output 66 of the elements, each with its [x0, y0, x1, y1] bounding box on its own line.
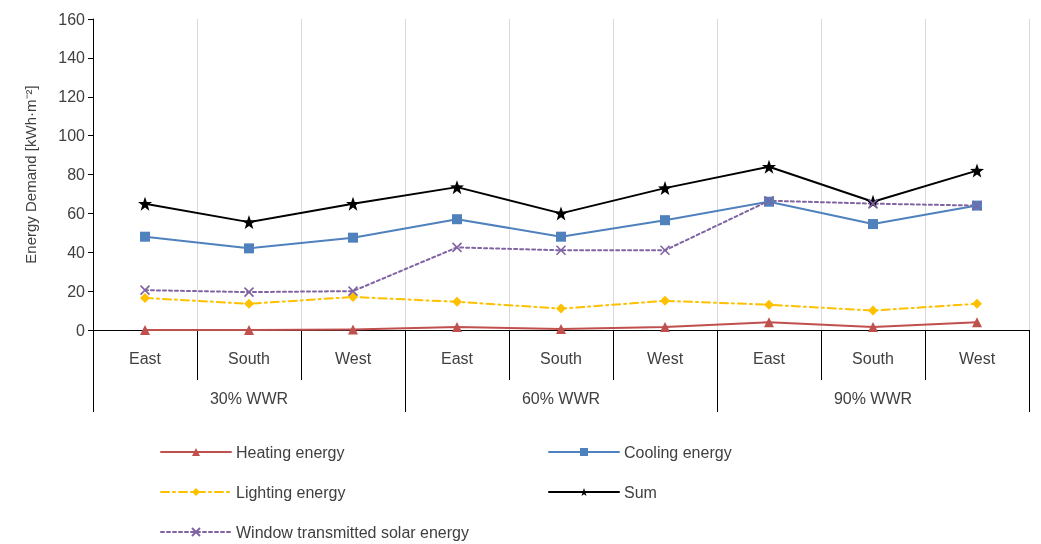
point — [972, 317, 982, 328]
point — [452, 322, 462, 333]
point — [138, 196, 152, 211]
x-tick-label: South — [228, 349, 270, 367]
text: 30% WWR — [209, 389, 289, 407]
y-tick-label: 60 — [67, 204, 86, 222]
x-tick-label: East — [752, 349, 786, 367]
y-tick-label: 140 — [58, 49, 86, 67]
point — [555, 245, 567, 256]
point — [762, 159, 776, 174]
point — [242, 215, 256, 230]
point — [139, 284, 151, 296]
point — [660, 322, 670, 333]
y-tick-label: 160 — [58, 10, 86, 28]
point — [970, 163, 984, 178]
point — [244, 298, 254, 309]
point — [348, 324, 358, 335]
legend-label: Lighting energy — [236, 483, 346, 501]
x-tick-label: West — [958, 349, 996, 367]
point — [556, 303, 566, 314]
point — [764, 317, 774, 328]
y-tick-label: 80 — [67, 166, 86, 183]
y-tick-label: 20 — [67, 282, 86, 300]
x-tick-label: East — [440, 349, 474, 367]
point — [556, 324, 566, 335]
point — [451, 242, 463, 253]
point — [659, 245, 671, 256]
point — [972, 298, 982, 309]
point — [348, 232, 358, 243]
point — [243, 286, 255, 298]
y-tick-label: 120 — [58, 88, 86, 106]
point — [868, 219, 878, 230]
x-tick-label: East — [128, 349, 162, 367]
point — [140, 292, 150, 303]
point — [244, 325, 254, 335]
x-tick-label: West — [646, 349, 684, 367]
legend-label: Cooling energy — [624, 443, 732, 461]
point — [346, 196, 360, 211]
point — [867, 198, 879, 209]
point — [452, 296, 462, 307]
x-tick-label: South — [852, 349, 894, 367]
legend-label: Window transmitted solar energy — [236, 523, 469, 541]
x-tick-label: South — [540, 349, 582, 367]
y-tick-label: 0 — [76, 321, 86, 339]
point — [347, 285, 359, 297]
point — [868, 305, 878, 316]
point — [554, 206, 568, 221]
point — [658, 181, 672, 196]
point — [556, 231, 566, 242]
legend-label: Heating energy — [236, 443, 345, 461]
legend-label: Sum — [624, 483, 657, 501]
point — [140, 231, 150, 242]
y-tick-label: 40 — [67, 243, 86, 261]
y-tick-label: 100 — [58, 127, 86, 145]
point — [868, 322, 878, 333]
point — [140, 325, 150, 335]
point — [452, 214, 462, 225]
text: 60% WWR — [521, 389, 601, 407]
point — [450, 180, 464, 195]
point — [660, 295, 670, 306]
text: 90% WWR — [833, 389, 913, 407]
point — [660, 215, 670, 226]
point — [244, 243, 254, 254]
x-tick-label: West — [334, 349, 372, 367]
y-axis-title: Energy Demand [kWh·m⁻²] — [22, 85, 39, 264]
point — [764, 299, 774, 310]
